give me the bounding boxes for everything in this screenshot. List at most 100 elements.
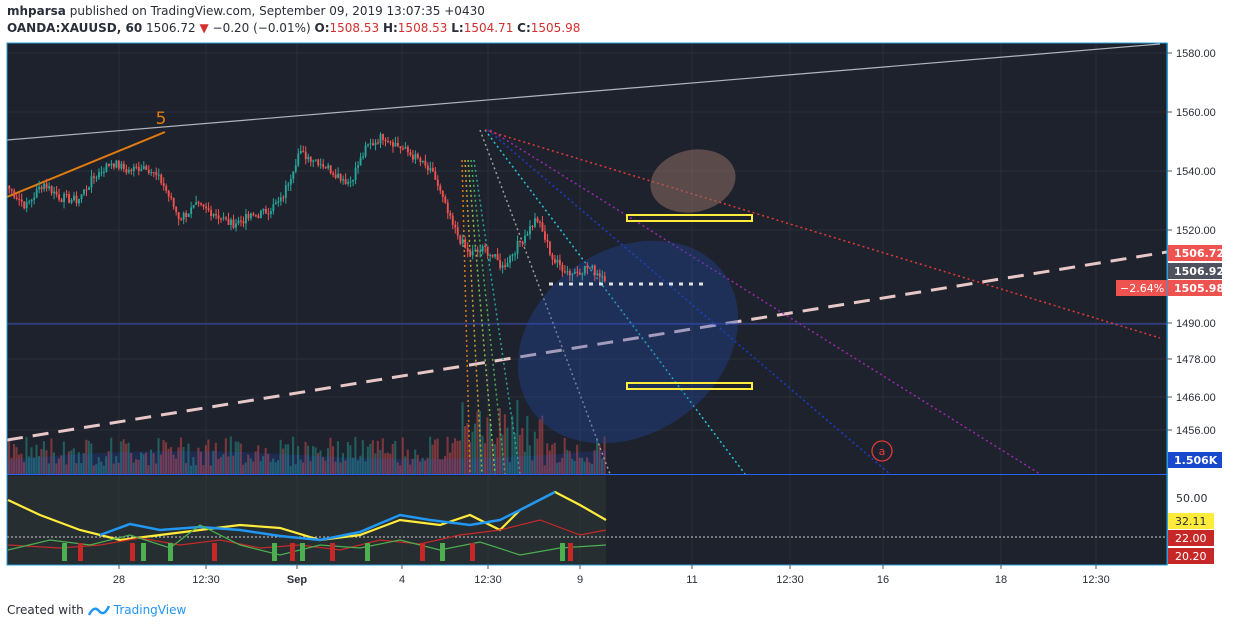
osc-tag (1168, 548, 1214, 564)
candle (322, 164, 325, 168)
volume-bar (17, 454, 21, 474)
x-tick-label: 4 (399, 574, 405, 586)
volume-bar (67, 451, 70, 474)
candles (8, 132, 606, 284)
candle (264, 208, 267, 214)
osc-bar (168, 543, 173, 561)
candle (489, 254, 492, 256)
time-axis[interactable]: 28 12:30 Sep 4 12:30 9 11 12:30 16 18 12:30 (113, 565, 1110, 586)
close-value: 1505.98 (530, 21, 581, 35)
candle (68, 194, 70, 203)
y-tick-label: 1520.00 (1176, 225, 1216, 237)
candle (157, 174, 160, 176)
candle (152, 172, 155, 174)
volume-bar (526, 415, 529, 474)
candle (484, 245, 487, 247)
target-ellipse-brown (650, 149, 736, 213)
volume-bar (581, 457, 584, 474)
x-tick-label: 11 (686, 574, 697, 586)
x-tick-label: 12:30 (192, 574, 220, 586)
volume-bar (339, 462, 342, 474)
candle (102, 171, 105, 173)
candle (289, 178, 292, 185)
volume-bar (269, 461, 272, 474)
author[interactable]: mhparsa (7, 4, 66, 18)
volume-bar (461, 402, 464, 474)
candle (30, 199, 33, 202)
volume-bar (172, 454, 175, 474)
volume-bar (516, 400, 519, 474)
fan-line (479, 129, 611, 474)
osc-bar (212, 543, 217, 561)
candle (401, 148, 404, 150)
volume-bar (169, 447, 173, 474)
volume-bar (95, 464, 98, 474)
price-chart[interactable]: 5a 1580.001560.001540.001520.001490.0014… (0, 0, 1234, 600)
candle (426, 165, 429, 171)
volume-bar (25, 437, 28, 474)
candle (526, 234, 529, 236)
candle (227, 218, 230, 225)
candle (504, 265, 507, 267)
candle (115, 160, 118, 168)
volume-bar (541, 415, 544, 474)
osc-bar (141, 543, 146, 561)
candle (302, 150, 305, 152)
candle (389, 141, 392, 143)
volume-bar (531, 460, 534, 474)
osc-tag-label: 32.11 (1175, 515, 1207, 528)
price-axis[interactable]: 1580.00 1560.00 1540.00 1520.00 1490.00 1478.… (1116, 48, 1224, 564)
candle (180, 218, 183, 220)
volume-bar (471, 431, 474, 474)
osc-bar (560, 543, 565, 561)
x-tick-label: Sep (287, 574, 307, 586)
x-tick-label: 9 (577, 574, 583, 586)
candle (145, 166, 148, 170)
volume-bar (272, 458, 275, 474)
osc-bar (130, 543, 135, 561)
candle (573, 271, 576, 274)
candle (474, 249, 477, 251)
candle (598, 273, 601, 277)
candle (524, 235, 526, 243)
candle (38, 187, 41, 190)
candle (444, 196, 447, 203)
candle (596, 273, 599, 275)
volume-bar (538, 419, 541, 474)
oscillator (7, 476, 1167, 564)
volume-bar (341, 453, 344, 474)
candle (551, 254, 554, 260)
volume-bar (112, 463, 115, 474)
tradingview-brand[interactable]: TradingView (113, 603, 187, 617)
volume-bar (37, 455, 40, 474)
volume-bar (473, 423, 477, 474)
candle (404, 146, 407, 149)
volume-bar (369, 443, 372, 474)
wave-a-label: a (879, 445, 886, 458)
candle (501, 265, 504, 268)
volume-bar (140, 452, 143, 474)
volume-bar (77, 452, 80, 474)
candle (441, 190, 444, 197)
volume-bar (496, 437, 499, 474)
volume-bar (307, 445, 310, 474)
down-arrow-icon: ▼ (199, 21, 209, 35)
osc-bar (568, 543, 573, 561)
candle (247, 214, 250, 219)
candle (591, 265, 594, 268)
volume-bar (454, 438, 457, 474)
footer: Created with TradingView (7, 603, 186, 617)
candle (45, 183, 48, 189)
volume-bar (384, 453, 387, 474)
y-tick-label: 1466.00 (1176, 392, 1216, 404)
price-tag-label: 1506.92 (1174, 265, 1224, 278)
candle (25, 202, 28, 209)
candle (307, 156, 310, 160)
price-tag-label: 1.506K (1174, 454, 1218, 467)
candle (558, 259, 561, 265)
candle (424, 160, 427, 166)
volume-bar (331, 446, 335, 474)
volume-bar (229, 436, 232, 474)
candle (337, 173, 340, 178)
high-label: H: (382, 21, 398, 35)
